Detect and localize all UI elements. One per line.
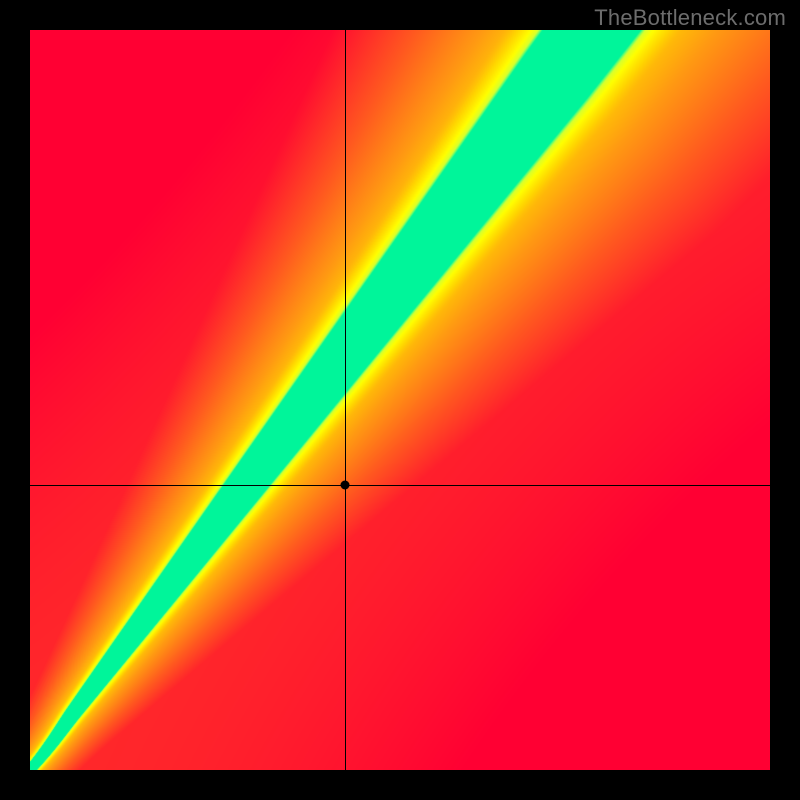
crosshair-vertical (345, 30, 346, 770)
plot-area (30, 30, 770, 770)
heatmap-canvas (30, 30, 770, 770)
crosshair-horizontal (30, 485, 770, 486)
crosshair-marker-dot (340, 481, 349, 490)
watermark-text: TheBottleneck.com (594, 5, 786, 31)
chart-container: TheBottleneck.com (0, 0, 800, 800)
